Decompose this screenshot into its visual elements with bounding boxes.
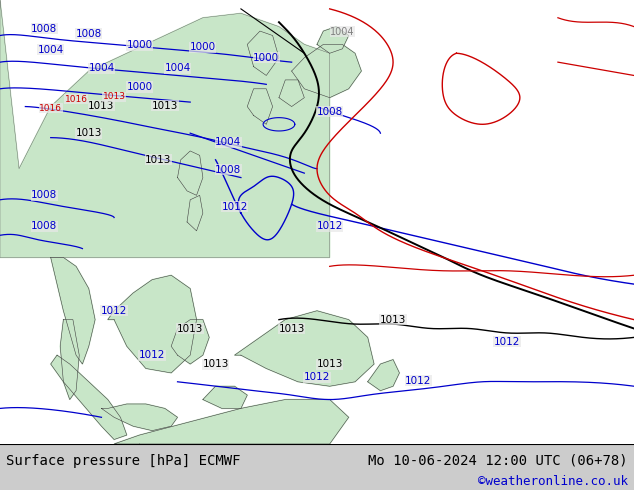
- Text: 1008: 1008: [75, 29, 102, 39]
- Text: 1004: 1004: [164, 63, 191, 74]
- Text: 1000: 1000: [190, 42, 216, 52]
- Text: 1012: 1012: [494, 337, 521, 347]
- Text: 1012: 1012: [304, 372, 330, 382]
- Text: 1013: 1013: [380, 315, 406, 325]
- Text: 1016: 1016: [65, 95, 87, 104]
- Polygon shape: [368, 360, 399, 391]
- Text: 1012: 1012: [101, 306, 127, 316]
- Polygon shape: [51, 355, 127, 440]
- Text: 1008: 1008: [31, 221, 58, 231]
- Text: 1008: 1008: [31, 24, 58, 34]
- Text: 1013: 1013: [145, 155, 172, 165]
- Polygon shape: [101, 404, 178, 431]
- Text: 1000: 1000: [126, 82, 153, 92]
- Text: ©weatheronline.co.uk: ©weatheronline.co.uk: [477, 475, 628, 488]
- Text: 1000: 1000: [126, 40, 153, 50]
- Polygon shape: [203, 386, 247, 409]
- Text: 1013: 1013: [75, 128, 102, 138]
- Text: Mo 10-06-2024 12:00 UTC (06+78): Mo 10-06-2024 12:00 UTC (06+78): [368, 454, 628, 467]
- Text: 1012: 1012: [139, 350, 165, 360]
- Text: 1012: 1012: [221, 202, 248, 212]
- Text: 1013: 1013: [202, 359, 229, 369]
- Polygon shape: [279, 80, 304, 106]
- Text: 1012: 1012: [316, 221, 343, 231]
- Polygon shape: [114, 399, 349, 444]
- Polygon shape: [60, 319, 79, 399]
- Polygon shape: [171, 319, 209, 364]
- Text: 1013: 1013: [316, 359, 343, 369]
- Text: 1013: 1013: [152, 100, 178, 111]
- Text: 1016: 1016: [39, 104, 62, 113]
- Polygon shape: [317, 26, 349, 53]
- Polygon shape: [235, 311, 374, 386]
- Text: 1013: 1013: [177, 323, 204, 334]
- Text: 1004: 1004: [37, 45, 64, 55]
- Polygon shape: [108, 275, 197, 373]
- Text: 1008: 1008: [31, 190, 58, 200]
- Text: 1012: 1012: [405, 376, 432, 386]
- Polygon shape: [247, 31, 279, 75]
- Text: 1004: 1004: [88, 63, 115, 74]
- Polygon shape: [178, 151, 203, 196]
- Text: 1004: 1004: [215, 137, 242, 147]
- Text: 1013: 1013: [278, 323, 305, 334]
- Text: 1013: 1013: [103, 92, 126, 101]
- Text: 1008: 1008: [316, 107, 343, 117]
- Polygon shape: [187, 196, 203, 231]
- Text: 1013: 1013: [88, 100, 115, 111]
- Polygon shape: [51, 257, 95, 364]
- Polygon shape: [292, 45, 361, 98]
- Polygon shape: [0, 0, 330, 257]
- Text: 1004: 1004: [330, 27, 354, 37]
- Text: Surface pressure [hPa] ECMWF: Surface pressure [hPa] ECMWF: [6, 454, 241, 467]
- Polygon shape: [247, 89, 273, 124]
- Text: 1008: 1008: [215, 165, 242, 174]
- Text: 1000: 1000: [253, 53, 280, 63]
